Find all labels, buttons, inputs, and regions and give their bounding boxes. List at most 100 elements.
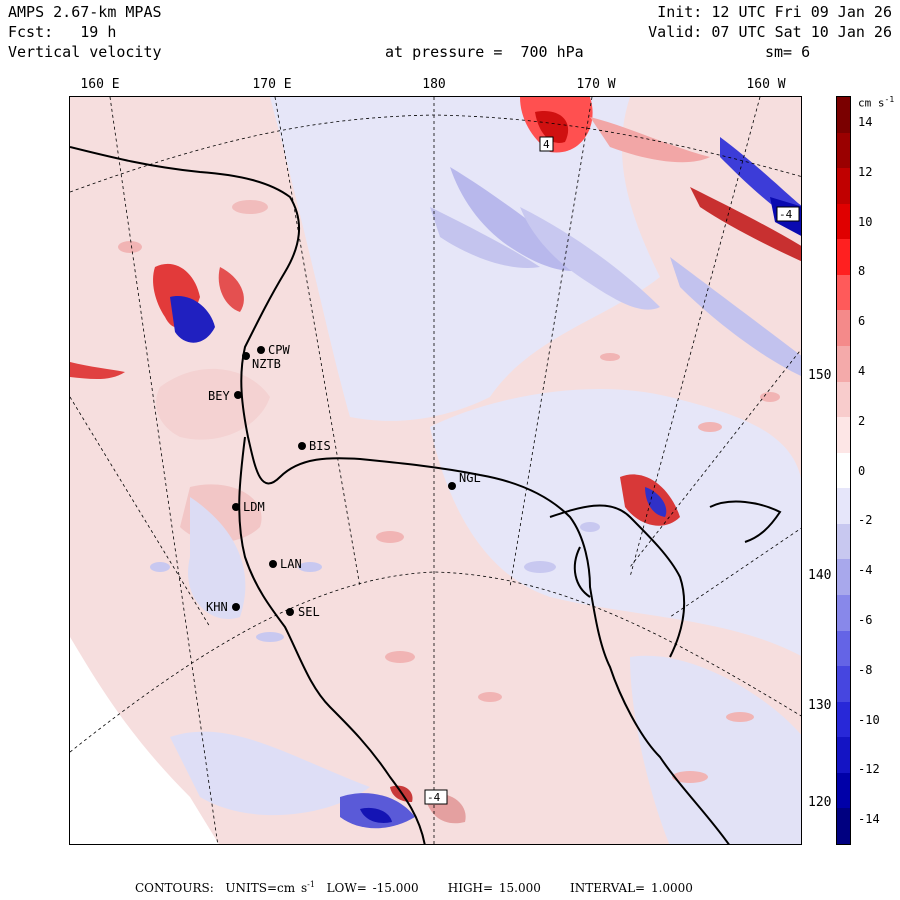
station-khn[interactable]: KHN xyxy=(206,600,240,614)
field-neg-max xyxy=(360,807,392,823)
field-neg-region xyxy=(270,97,660,421)
colorbar-segment xyxy=(837,808,850,845)
colorbar-tick-label: 14 xyxy=(858,114,873,129)
colorbar-segment xyxy=(837,630,850,667)
field-neg-band xyxy=(670,257,801,377)
colorbar-segment xyxy=(837,310,850,347)
field-neg-region xyxy=(430,389,801,656)
field-neg-max xyxy=(645,487,667,517)
colorbar-segment xyxy=(837,274,850,311)
colorbar-segment xyxy=(837,346,850,383)
colorbar-segment xyxy=(837,737,850,774)
field-neg-band xyxy=(520,207,660,310)
colorbar-segment xyxy=(837,97,850,134)
colorbar-tick-label: -10 xyxy=(858,712,880,727)
colorbar-tick-label: -12 xyxy=(858,762,880,777)
colorbar-segment xyxy=(837,239,850,276)
lon-label-160w: 160 W xyxy=(746,77,786,92)
coastline xyxy=(70,146,782,844)
colorbar-tick-label: 8 xyxy=(858,264,866,279)
colorbar-segment xyxy=(837,381,850,418)
map-svg: CPW NZTB BEY BIS NGL LDM LAN KHN SEL 4 -… xyxy=(70,97,801,844)
field-pos-band xyxy=(70,362,125,380)
station-label: LAN xyxy=(280,557,302,571)
footer-units-exp: -1 xyxy=(307,880,315,889)
model-title: AMPS 2.67-km MPAS xyxy=(8,3,162,21)
map-panel[interactable]: CPW NZTB BEY BIS NGL LDM LAN KHN SEL 4 -… xyxy=(69,96,802,845)
station-label: KHN xyxy=(206,600,228,614)
colorbar-tick-label: 4 xyxy=(858,363,866,378)
station-label: BEY xyxy=(208,389,230,403)
colorbar-segment xyxy=(837,168,850,205)
colorbar-tick-label: 6 xyxy=(858,314,866,329)
colorbar-segment xyxy=(837,772,850,809)
domain-edge xyxy=(70,637,219,844)
extrema-min-box: -4 xyxy=(424,789,448,805)
colorbar-tick-label: -6 xyxy=(858,612,873,627)
footer: CONTOURS: UNITS=cm s-1 LOW= -15.000 HIGH… xyxy=(135,880,693,895)
footer-interval-label: INTERVAL= xyxy=(569,881,646,895)
colorbar-segment xyxy=(837,452,850,489)
lon-label-180: 180 xyxy=(422,77,446,92)
station-label: NGL xyxy=(459,471,481,485)
footer-high-value: 15.000 xyxy=(498,881,541,895)
field-pos-band xyxy=(590,117,710,163)
station-ldm[interactable]: LDM xyxy=(232,500,265,514)
footer-low-label: LOW= xyxy=(326,881,367,895)
extrema-label: 4 xyxy=(543,138,550,151)
station-bey[interactable]: BEY xyxy=(208,389,242,403)
field-neg-region xyxy=(188,497,246,619)
colorbar-tick-label: -14 xyxy=(858,812,880,827)
field-neg-max xyxy=(170,296,215,343)
station-label: BIS xyxy=(309,439,331,453)
colorbar-tick-label: 12 xyxy=(858,164,873,179)
station-cpw[interactable]: CPW xyxy=(257,343,290,357)
valid-time: Valid: 07 UTC Sat 10 Jan 26 xyxy=(648,23,892,41)
colorbar-tick-label: 2 xyxy=(858,413,866,428)
graticule xyxy=(70,97,801,844)
station-lan[interactable]: LAN xyxy=(269,557,302,571)
colorbar xyxy=(836,96,851,845)
field-neg-band xyxy=(430,207,540,268)
colorbar-segment xyxy=(837,488,850,525)
extrema-label: -4 xyxy=(779,208,793,221)
colorbar-tick-label: -4 xyxy=(858,563,873,578)
init-time: Init: 12 UTC Fri 09 Jan 26 xyxy=(657,3,892,21)
forecast-value: 19 h xyxy=(80,23,117,41)
footer-units: UNITS=cm s xyxy=(225,881,308,895)
colorbar-tick-label: -8 xyxy=(858,662,873,677)
field-neg-region xyxy=(170,731,370,816)
field-pos-max xyxy=(535,111,569,143)
colorbar-unit: cm s-1 xyxy=(858,95,894,110)
field-pos-band xyxy=(690,187,801,262)
footer-high-label: HIGH= xyxy=(447,881,494,895)
field-neg-region xyxy=(630,655,801,844)
field-name: Vertical velocity xyxy=(8,43,162,61)
colorbar-segment xyxy=(837,666,850,703)
station-label: NZTB xyxy=(252,357,281,371)
extrema-min-box: -4 xyxy=(776,206,800,222)
station-sel[interactable]: SEL xyxy=(286,605,320,619)
footer-contours: CONTOURS: xyxy=(135,881,214,895)
colorbar-segment xyxy=(837,417,850,454)
station-bis[interactable]: BIS xyxy=(298,439,331,453)
colorbar-unit-exp: -1 xyxy=(884,95,895,104)
colorbar-segment xyxy=(837,559,850,596)
lon-label-170e: 170 E xyxy=(252,77,292,92)
station-nztb[interactable]: NZTB xyxy=(242,352,281,371)
forecast-label: Fcst: xyxy=(8,23,54,41)
station-ngl[interactable]: NGL xyxy=(448,471,481,490)
extrema-max-box: 4 xyxy=(539,136,554,152)
extrema-label: -4 xyxy=(427,791,441,804)
footer-low-value: -15.000 xyxy=(372,881,419,895)
colorbar-segment xyxy=(837,132,850,169)
colorbar-segment xyxy=(837,701,850,738)
lon-label-170w: 170 W xyxy=(576,77,616,92)
colorbar-tick-label: 10 xyxy=(858,214,873,229)
colorbar-tick-label: -2 xyxy=(858,513,873,528)
colorbar-tick-label: 0 xyxy=(858,463,866,478)
field-small-cells xyxy=(118,200,780,783)
colorbar-segment xyxy=(837,595,850,632)
station-label: SEL xyxy=(298,605,320,619)
colorbar-segment xyxy=(837,523,850,560)
